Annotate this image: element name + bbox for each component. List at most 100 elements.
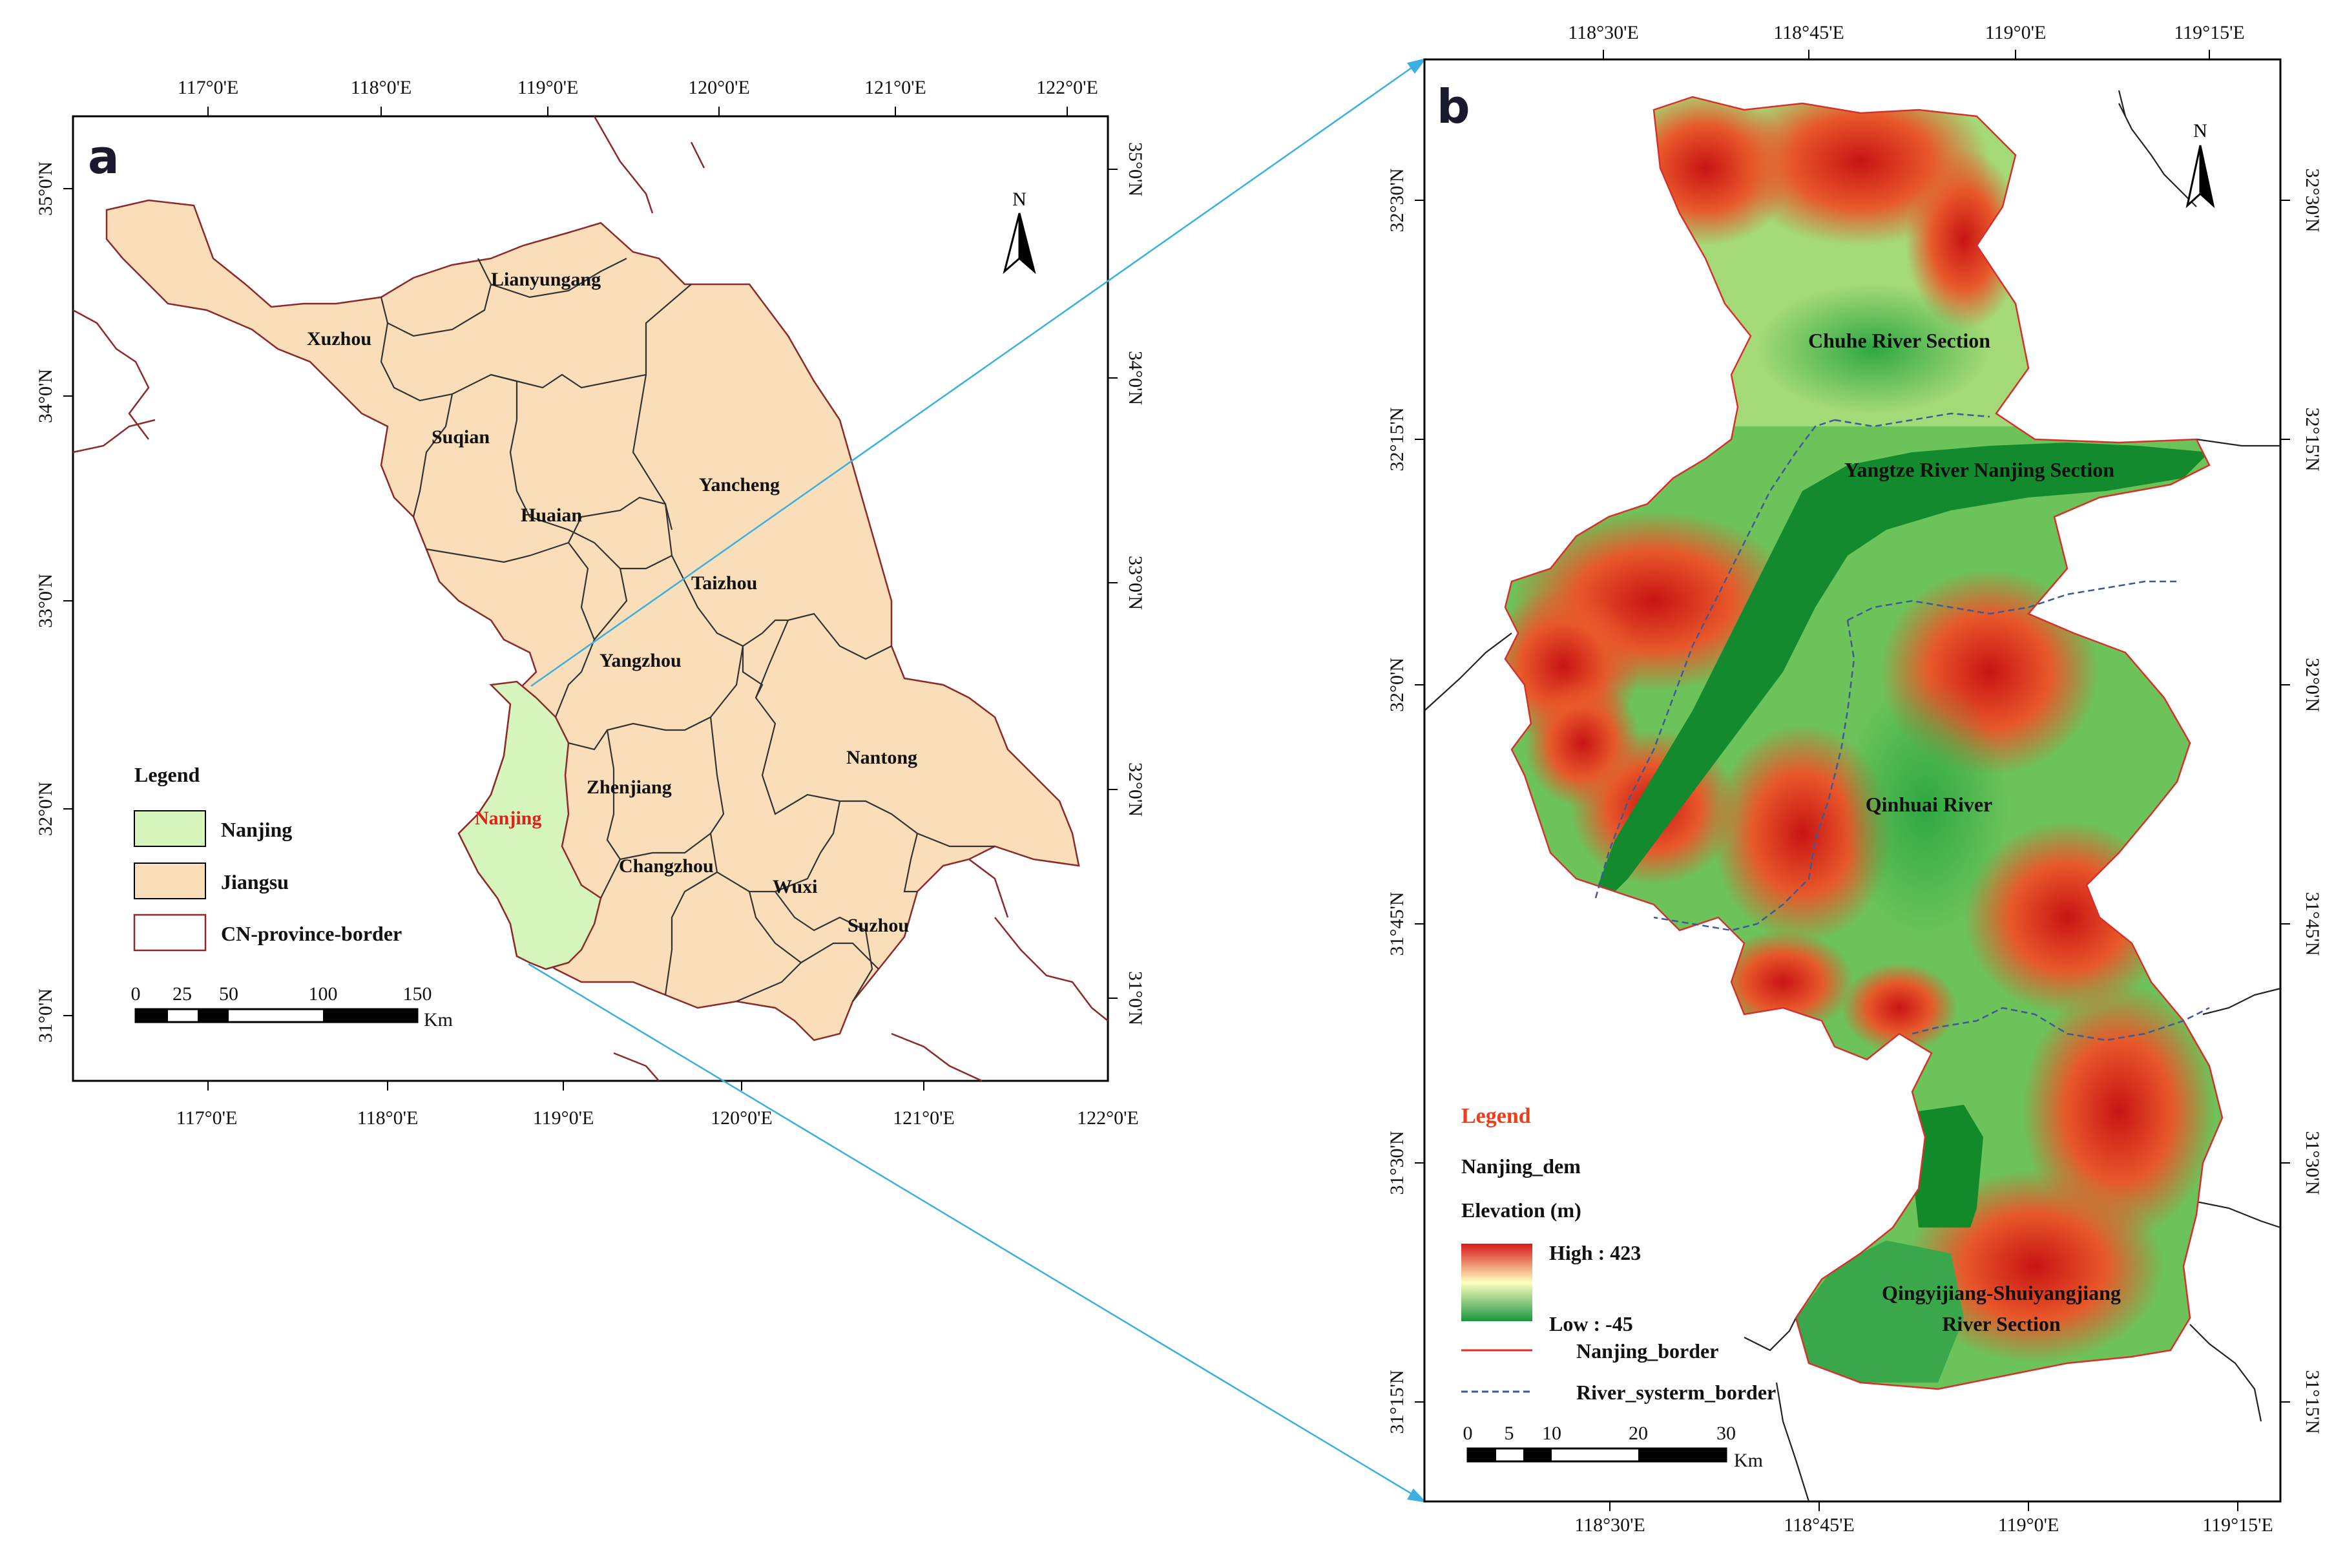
scale-b-30: 30 (1716, 1423, 1736, 1444)
cn-province-borders (72, 116, 1109, 1082)
nanjing-border (1504, 96, 2224, 1390)
legend-b-river-border: River_systerm_border (1576, 1381, 1776, 1404)
north-arrow-label: N (1012, 189, 1027, 210)
label-chuhe-river: Chuhe River Section (1808, 329, 1990, 352)
legend-b-layer: Nanjing_dem (1461, 1155, 1581, 1178)
panel-b-label: b (1437, 79, 1470, 134)
a-right-tick-33: 33°0'N (1125, 556, 1146, 610)
panel-a-left-ticks: 35°0'N 34°0'N 33°0'N 32°0'N 31°0'N (35, 162, 73, 1043)
panel-b-legend: Legend Nanjing_dem Elevation (m) High : … (1461, 1104, 1776, 1404)
b-top-tick-11845: 118°45'E (1773, 22, 1844, 43)
b-right-tick-3145: 31°45'N (2302, 892, 2323, 956)
a-top-tick-121: 121°0'E (864, 77, 926, 98)
city-borders (380, 258, 995, 1003)
label-qingyijiang-line1: Qingyijiang-Shuiyangjiang (1882, 1281, 2121, 1304)
river-system-borders (1594, 412, 2210, 1041)
a-left-tick-33: 33°0'N (35, 574, 56, 628)
scale-b-unit: Km (1734, 1450, 1763, 1471)
b-left-tick-3115: 31°15'N (1386, 1370, 1408, 1434)
b-right-tick-3115: 31°15'N (2302, 1370, 2323, 1434)
legend-b-title: Legend (1461, 1104, 1531, 1128)
legend-swatch-jiangsu (134, 862, 206, 899)
a-right-tick-31: 31°0'N (1125, 971, 1146, 1025)
north-arrow-icon: N (1003, 189, 1036, 275)
b-top-tick-11900: 119°0'E (1985, 22, 2047, 43)
label-qinhuai-river: Qinhuai River (1866, 793, 1992, 816)
panel-b-scale-bar: 0 5 10 20 30 Km (1463, 1423, 1764, 1471)
legend-label-province-border: CN-province-border (221, 922, 402, 945)
legend-b-nanjing-border: Nanjing_border (1576, 1339, 1718, 1363)
city-label-wuxi: Wuxi (773, 876, 817, 897)
a-top-tick-117: 117°0'E (178, 77, 239, 98)
city-label-zhenjiang: Zhenjiang (587, 777, 672, 798)
b-bottom-tick-11845: 118°45'E (1784, 1514, 1855, 1536)
panel-a-right-ticks: 35°0'N 34°0'N 33°0'N 32°0'N 31°0'N (1108, 142, 1146, 1025)
city-label-taizhou: Taizhou (691, 572, 757, 594)
a-top-tick-122: 122°0'E (1036, 77, 1098, 98)
city-label-nanjing: Nanjing (475, 808, 541, 829)
legend-label-nanjing: Nanjing (221, 818, 292, 841)
panel-a-legend: Legend Nanjing Jiangsu CN-province-borde… (133, 763, 402, 952)
panel-a-scale-bar: 0 25 50 100 150 Km (131, 983, 453, 1030)
scale-a-0: 0 (131, 983, 141, 1005)
a-bottom-tick-119: 119°0'E (533, 1107, 594, 1129)
panel-b-left-ticks: 32°30'N 32°15'N 32°0'N 31°45'N 31°30'N 3… (1386, 168, 1424, 1434)
city-labels: Lianyungang Xuzhou Suqian Huaian Yanchen… (307, 269, 917, 936)
b-right-tick-3130: 31°30'N (2302, 1131, 2323, 1195)
b-left-tick-3200: 32°0'N (1386, 658, 1408, 712)
city-label-suqian: Suqian (432, 426, 490, 448)
panel-b-place-labels: Chuhe River Section Yangtze River Nanjin… (1808, 329, 2121, 1335)
a-bottom-tick-118: 118°0'E (357, 1107, 419, 1129)
label-qingyijiang-line2: River Section (1942, 1312, 2061, 1335)
legend-swatch-nanjing (134, 810, 206, 847)
legend-label-jiangsu: Jiangsu (221, 870, 289, 894)
panel-b-top-ticks: 118°30'E 118°45'E 119°0'E 119°15'E (1568, 22, 2245, 59)
scale-b-5: 5 (1505, 1423, 1514, 1444)
a-bottom-tick-122: 122°0'E (1077, 1107, 1139, 1129)
city-label-yancheng: Yancheng (699, 474, 780, 496)
a-left-tick-35: 35°0'N (35, 162, 56, 216)
panel-a-label: a (88, 130, 120, 184)
a-left-tick-32: 32°0'N (35, 782, 56, 836)
b-bottom-tick-11915: 119°15'E (2202, 1514, 2273, 1536)
scale-b-0: 0 (1463, 1423, 1473, 1444)
city-label-nantong: Nantong (846, 747, 917, 768)
north-arrow-b-label: N (2193, 120, 2207, 141)
b-bottom-tick-11830: 118°30'E (1574, 1514, 1645, 1536)
panel-b-bottom-ticks: 118°30'E 118°45'E 119°0'E 119°15'E (1574, 1501, 2273, 1536)
a-bottom-tick-121: 121°0'E (893, 1107, 955, 1129)
north-arrow-b-icon: N (2185, 120, 2215, 209)
scale-b-10: 10 (1542, 1423, 1561, 1444)
a-left-tick-31: 31°0'N (35, 988, 56, 1043)
b-right-tick-3215: 32°15'N (2302, 407, 2323, 471)
b-left-tick-3230: 32°30'N (1386, 168, 1408, 232)
scale-a-25: 25 (172, 983, 192, 1005)
outer-borders (1424, 90, 2281, 1502)
b-left-tick-3215: 32°15'N (1386, 407, 1408, 471)
legend-swatch-province-border (133, 914, 207, 952)
zoom-connectors (528, 57, 1427, 1503)
legend-b-low: Low : -45 (1549, 1312, 1633, 1335)
city-label-yangzhou: Yangzhou (599, 650, 682, 671)
legend-title: Legend (134, 763, 200, 786)
scale-a-unit: Km (424, 1009, 453, 1030)
b-left-tick-3130: 31°30'N (1386, 1131, 1408, 1195)
a-left-tick-34: 34°0'N (35, 369, 56, 423)
b-left-tick-3145: 31°45'N (1386, 892, 1408, 956)
city-label-huaian: Huaian (521, 505, 582, 526)
panel-b: Chuhe River Section Yangtze River Nanjin… (1386, 22, 2323, 1536)
b-right-tick-3200: 32°0'N (2302, 658, 2323, 712)
a-top-tick-118: 118°0'E (351, 77, 412, 98)
scale-b-20: 20 (1629, 1423, 1648, 1444)
a-right-tick-35: 35°0'N (1125, 142, 1146, 196)
panel-a: Lianyungang Xuzhou Suqian Huaian Yanchen… (35, 77, 1146, 1129)
a-bottom-tick-120: 120°0'E (711, 1107, 773, 1129)
panel-b-right-ticks: 32°30'N 32°15'N 32°0'N 31°45'N 31°30'N 3… (2280, 168, 2323, 1434)
scale-a-50: 50 (219, 983, 238, 1005)
a-right-tick-32: 32°0'N (1125, 762, 1146, 817)
scale-a-150: 150 (403, 983, 432, 1005)
legend-b-field: Elevation (m) (1461, 1198, 1581, 1222)
city-label-changzhou: Changzhou (619, 855, 714, 877)
